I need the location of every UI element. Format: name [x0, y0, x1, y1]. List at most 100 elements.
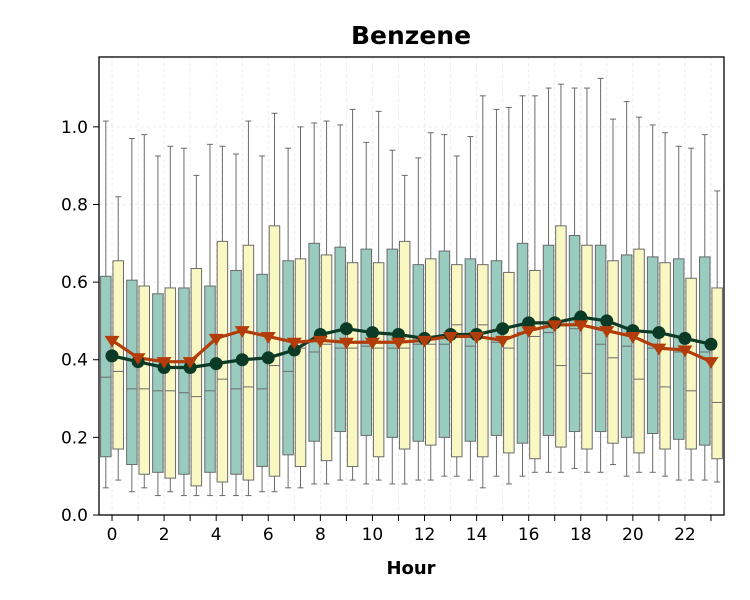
box-hour-13-series-1 [438, 134, 451, 477]
series-2-point [651, 343, 667, 356]
series-1-point [209, 357, 223, 371]
box-iqr [190, 268, 203, 487]
series-1-point [704, 337, 718, 351]
series-2-point [417, 335, 433, 348]
box-iqr [138, 285, 151, 475]
series-2-point [599, 326, 615, 338]
box-hour-12-series-1 [412, 157, 425, 481]
box-iqr [346, 262, 359, 467]
box-hour-19-series-2 [607, 118, 619, 466]
box-hour-23-series-1 [699, 134, 711, 481]
box-hour-14-series-1 [464, 136, 477, 481]
series-2-point [104, 335, 120, 348]
box-iqr [372, 262, 385, 458]
box-iqr [451, 264, 463, 458]
box-iqr [490, 260, 503, 436]
series-2-point [338, 337, 354, 350]
box-iqr [685, 277, 697, 450]
box-hour-18-series-1 [568, 87, 581, 469]
box-hour-8-series-2 [320, 120, 333, 485]
axes: 0 2 4 6 8 10 12 14 16 18 20 22 0.0 0.2 0.4 0.6 0.8 1.0 [61, 118, 712, 545]
box-iqr [711, 287, 723, 460]
box-iqr [633, 248, 645, 454]
box-iqr [178, 287, 190, 475]
box-hour-15-series-1 [490, 108, 503, 477]
y-tick-label: 0.2 [61, 428, 88, 448]
series-2-point [390, 337, 406, 350]
box-hour-11-series-1 [386, 149, 399, 485]
series-2-point [443, 331, 459, 344]
box-iqr [424, 258, 437, 446]
x-tick-label: 22 [674, 525, 696, 545]
series-2-point [286, 337, 302, 350]
box-iqr [256, 273, 268, 467]
series-1-point [391, 328, 405, 342]
series-1-point [235, 353, 249, 367]
box-hour-3-series-1 [178, 147, 190, 497]
box-iqr [529, 269, 541, 460]
box-hour-15-series-2 [503, 106, 515, 485]
x-tick-label: 0 [107, 525, 118, 545]
box-hour-17-series-1 [542, 87, 555, 473]
box-hour-16-series-1 [516, 95, 529, 477]
x-tick-label: 10 [362, 525, 384, 545]
box-hour-22-series-2 [685, 147, 697, 481]
series-2-point [156, 357, 172, 369]
box-iqr [659, 262, 671, 450]
series-2-point [182, 357, 198, 369]
box-hour-12-series-2 [424, 132, 437, 481]
series-1-point [339, 322, 353, 336]
series-lines [104, 310, 719, 375]
box-groups [100, 77, 723, 497]
x-tick-label: 16 [518, 525, 540, 545]
box-iqr [268, 225, 281, 477]
box-iqr [320, 254, 333, 462]
box-hour-20-series-2 [633, 116, 645, 473]
box-hour-0-series-1 [100, 120, 112, 489]
box-hour-21-series-2 [659, 132, 671, 477]
series-1-point [678, 331, 692, 345]
series-1-point [574, 310, 588, 324]
series-1-point [105, 349, 119, 363]
x-tick-label: 20 [622, 525, 644, 545]
box-iqr [516, 242, 529, 444]
x-tick-label: 2 [159, 525, 170, 545]
box-iqr [699, 256, 711, 446]
box-hour-5-series-2 [242, 120, 255, 497]
series-2-point [260, 331, 276, 344]
box-hour-22-series-1 [672, 145, 685, 481]
box-hour-10-series-1 [360, 141, 372, 485]
box-hour-17-series-2 [555, 83, 567, 473]
box-hour-23-series-2 [711, 190, 723, 483]
box-iqr [555, 225, 567, 448]
box-iqr [581, 244, 593, 450]
box-iqr [464, 258, 477, 442]
plot-frame [98, 56, 725, 516]
box-hour-1-series-1 [126, 138, 138, 493]
series-1-point [496, 322, 510, 336]
series-2-point [130, 353, 146, 365]
series-2-point [677, 345, 693, 358]
x-tick-label: 6 [263, 525, 274, 545]
box-hour-13-series-2 [451, 155, 463, 477]
series-2-point [573, 320, 589, 332]
y-tick-label: 0.4 [61, 351, 88, 371]
series-1-point [522, 316, 536, 330]
box-hour-3-series-2 [190, 174, 203, 497]
box-hour-10-series-2 [372, 110, 385, 481]
series-1-point [365, 326, 379, 340]
box-iqr [503, 271, 515, 454]
box-hour-2-series-1 [152, 155, 164, 497]
box-iqr [568, 235, 581, 433]
box-hour-2-series-2 [164, 145, 177, 493]
series-1-point [600, 314, 614, 328]
box-iqr [594, 244, 607, 433]
x-tick-label: 12 [414, 525, 436, 545]
box-iqr [152, 293, 164, 473]
series-2-point [234, 326, 250, 338]
box-iqr [126, 279, 138, 466]
box-hour-20-series-1 [620, 101, 633, 477]
series-2-point [703, 357, 719, 369]
box-iqr [164, 287, 177, 479]
box-hour-1-series-2 [138, 134, 151, 489]
